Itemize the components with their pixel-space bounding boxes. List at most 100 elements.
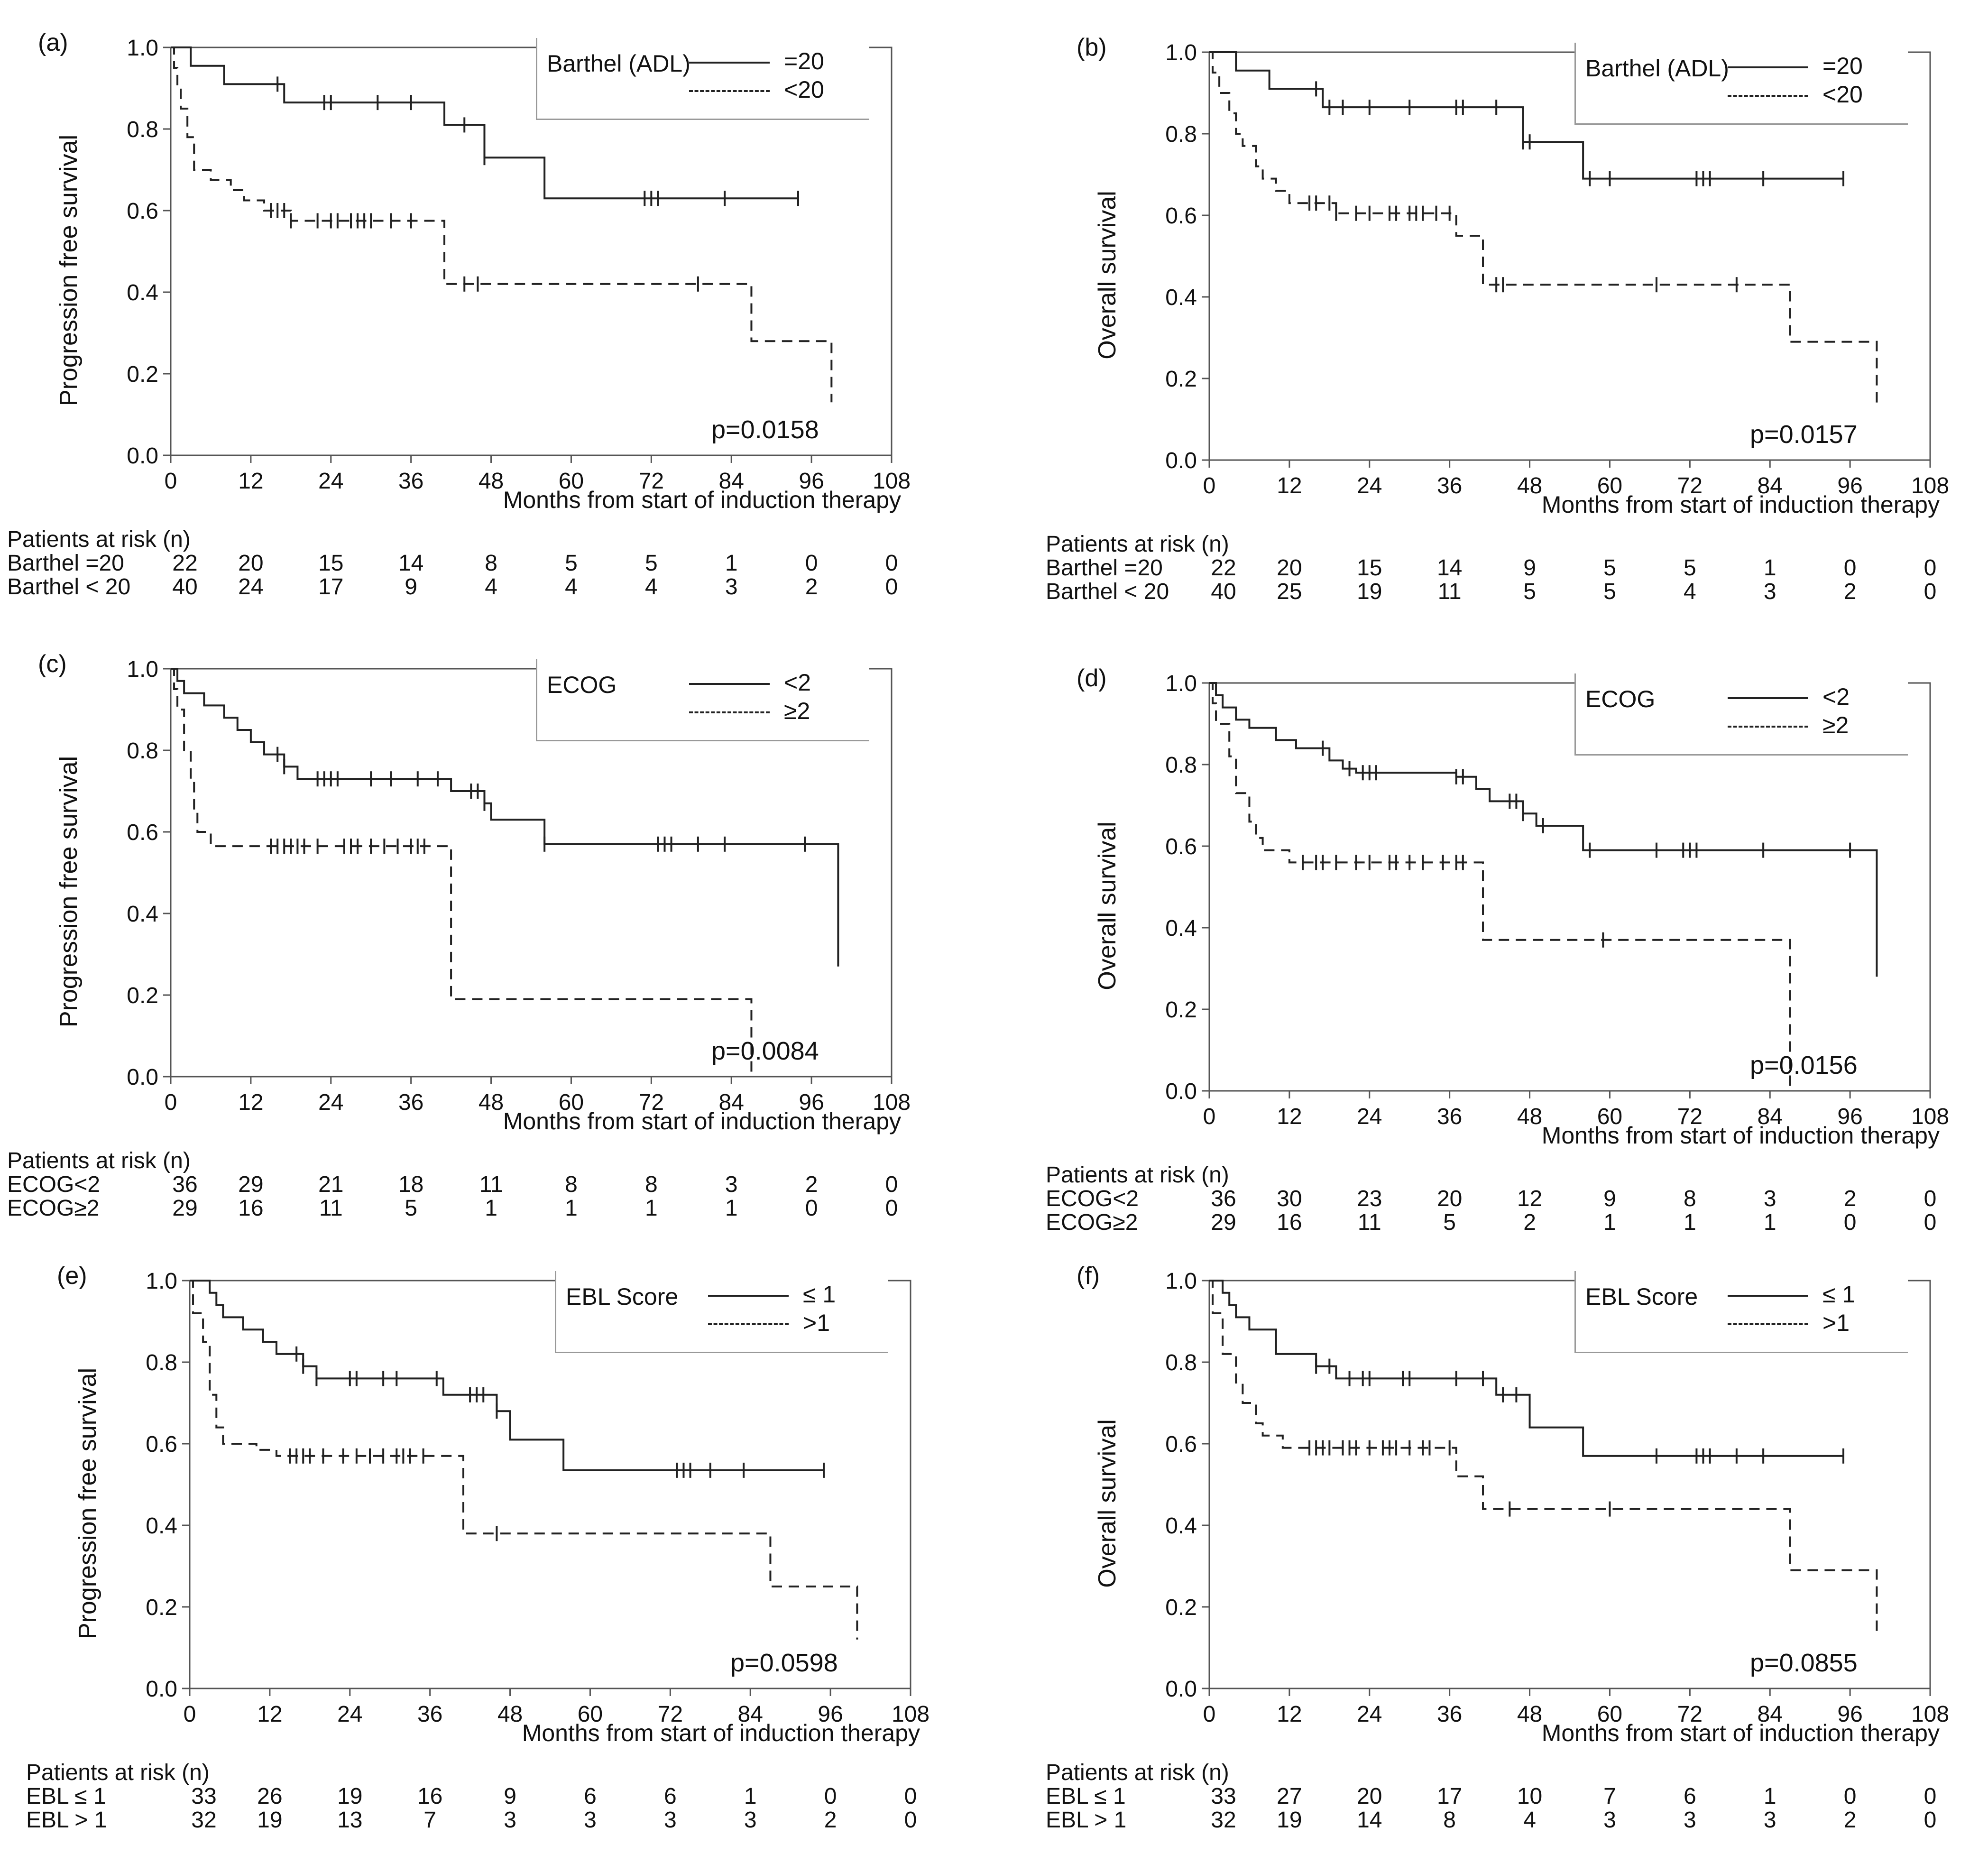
x-tick-label: 96 [799,469,824,494]
km-plot: 0 12 24 36 48 60 72 84 96 108 0.0 0.2 0.4 0.6 0.8 1.0 [1165,1269,1949,1727]
y-tick-label: 0.8 [1165,122,1197,147]
x-tick-label: 84 [1758,1702,1783,1727]
risk-cell-value: 25 [1277,579,1302,604]
risk-cell-value: 19 [1357,579,1382,604]
y-tick-label: 0.6 [146,1432,177,1457]
risk-cell-value: 11 [1357,1210,1381,1235]
y-tick-label: 0.2 [127,362,158,387]
risk-cell-value: 6 [663,1784,677,1809]
risk-row-label: Barthel < 20 [7,574,131,600]
legend-line-dashed [689,90,770,92]
x-tick-label: 108 [1911,1702,1949,1727]
risk-cell-value: 11 [479,1172,503,1197]
risk-cell-value: 0 [904,1784,917,1809]
risk-cell-value: 1 [725,1196,738,1221]
legend-line-dashed [1728,726,1808,728]
risk-cell-value: 32 [191,1808,217,1833]
risk-table-title: Patients at risk (n) [1046,1760,1229,1785]
risk-cell-value: 29 [172,1196,198,1221]
risk-cell-value: 4 [644,574,658,600]
risk-cell-value: 0 [805,1196,818,1221]
risk-cell-value: 9 [405,574,418,600]
risk-cell-value: 15 [318,551,344,576]
x-tick-label: 60 [559,469,584,494]
risk-cell-value: 1 [744,1784,757,1809]
x-tick-label: 84 [1758,1104,1783,1129]
legend: EBL Score ≤ 1 >1 [555,1271,888,1353]
legend-label-0: <2 [784,669,811,696]
y-tick-label: 0.6 [127,199,158,224]
y-tick-label: 0.2 [1165,1595,1197,1620]
x-tick-label: 48 [1517,473,1542,498]
risk-cell-value: 1 [1763,1210,1776,1235]
legend-label-0: =20 [1822,53,1863,79]
y-tick-label: 0.2 [1165,367,1197,392]
x-tick-label: 0 [165,469,177,494]
risk-cell-value: 5 [644,551,658,576]
plot-frame [170,46,893,456]
legend: Barthel (ADL) =20 <20 [536,38,869,120]
risk-row-label: Barthel =20 [1046,555,1163,581]
risk-cell-value: 16 [238,1196,264,1221]
km-plot: 0 12 24 36 48 60 72 84 96 108 0.0 0.2 0.4 0.6 0.8 1.0 [127,36,911,494]
risk-cell-value: 3 [1603,1808,1616,1833]
x-axis-label: Months from start of induction therapy [503,1108,901,1135]
x-tick-label: 48 [1517,1702,1542,1727]
risk-row-label: ECOG≥2 [7,1196,100,1221]
risk-cell-value: 33 [1211,1784,1236,1809]
risk-cell-value: 0 [904,1808,917,1833]
risk-cell-value: 1 [1763,555,1776,581]
risk-cell-value: 5 [565,551,578,576]
p-value: p=0.0156 [1750,1051,1858,1079]
legend-line-dashed [708,1323,789,1325]
risk-cell-value: 3 [504,1808,516,1833]
risk-cell-value: 0 [885,1196,898,1221]
y-tick-label: 0.4 [146,1513,177,1539]
x-tick-label: 12 [1277,1702,1302,1727]
risk-cell-value: 2 [1523,1210,1536,1235]
risk-cell-value: 0 [1924,1784,1937,1809]
x-tick-label: 108 [1911,1104,1949,1129]
y-tick-label: 0.6 [127,820,158,845]
plot-frame [1208,51,1931,461]
risk-cell-value: 1 [485,1196,497,1221]
x-tick-label: 108 [1911,473,1949,498]
risk-cell-value: 14 [398,551,424,576]
survival-curve-dashed [190,1280,858,1640]
plot-frame [189,1280,911,1689]
risk-cell-value: 32 [1211,1808,1236,1833]
y-tick-label: 0.0 [127,1065,158,1090]
survival-curve-solid [1209,1280,1844,1457]
legend-line-solid [1728,697,1808,699]
risk-cell-value: 12 [1517,1186,1543,1211]
survival-curve-solid [171,668,839,967]
x-tick-label: 84 [1758,473,1783,498]
risk-cell-value: 19 [257,1808,283,1833]
risk-cell-value: 19 [337,1784,363,1809]
y-tick-label: 0.0 [1165,448,1197,473]
y-tick-label: 0.4 [1165,285,1197,310]
risk-cell-value: 8 [565,1172,578,1197]
panel-label: (a) [38,29,68,56]
x-tick-label: 96 [818,1702,843,1727]
risk-cell-value: 13 [337,1808,363,1833]
x-tick-label: 84 [738,1702,763,1727]
legend-label-1: >1 [803,1310,830,1336]
x-axis-label: Months from start of induction therapy [522,1720,920,1746]
risk-cell-value: 19 [1277,1808,1302,1833]
y-tick-label: 0.0 [1165,1677,1197,1702]
legend-line-dashed [1728,1323,1808,1325]
x-tick-label: 0 [165,1090,177,1115]
x-tick-label: 48 [479,469,504,494]
plot-frame [1208,1280,1931,1689]
p-value: p=0.0084 [711,1037,819,1065]
x-tick-label: 36 [1437,1702,1462,1727]
x-tick-label: 0 [1203,1104,1216,1129]
x-tick-label: 36 [1437,1104,1462,1129]
risk-cell-value: 18 [398,1172,424,1197]
y-tick-label: 0.8 [127,117,158,142]
x-tick-label: 24 [1357,1104,1382,1129]
risk-cell-value: 20 [238,551,264,576]
x-tick-label: 108 [892,1702,930,1727]
x-tick-label: 60 [578,1702,603,1727]
